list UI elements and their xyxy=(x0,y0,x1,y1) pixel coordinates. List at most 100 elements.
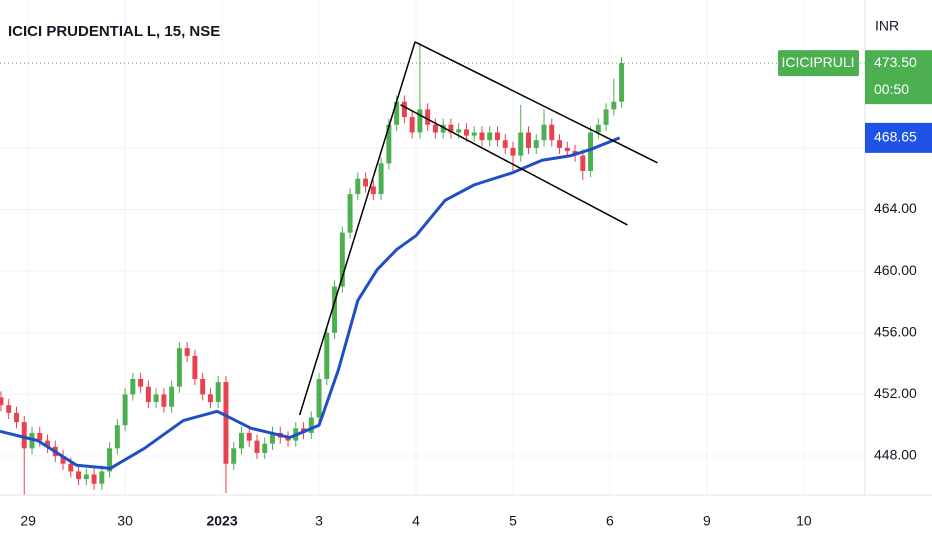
candle-body xyxy=(549,124,555,141)
candle-body xyxy=(386,124,392,164)
candle-body xyxy=(60,456,66,464)
candle-body xyxy=(541,124,547,141)
y-tick-label: 464.00 xyxy=(874,200,917,216)
candle-body xyxy=(107,448,113,472)
candle-body xyxy=(588,132,594,172)
candle-body xyxy=(463,129,469,136)
candle-body xyxy=(207,394,213,403)
candle-body xyxy=(215,382,221,403)
candle-body xyxy=(432,124,438,133)
candle-body xyxy=(91,474,97,484)
candle-body xyxy=(270,432,275,444)
labels: 448.00452.00456.00460.00464.00468.002930… xyxy=(20,50,932,529)
candle-body xyxy=(603,109,609,125)
candle-body xyxy=(192,355,198,379)
candle-body xyxy=(262,443,268,453)
candle-body xyxy=(200,378,206,395)
candle-body xyxy=(564,147,570,151)
ma-price-label: 468.65 xyxy=(874,129,917,145)
trend-line xyxy=(414,41,658,164)
x-tick-label: 2023 xyxy=(206,513,237,529)
candle-body xyxy=(0,397,4,406)
candle-body xyxy=(370,186,376,195)
candle-body xyxy=(526,132,531,148)
candle-body xyxy=(45,440,50,447)
candle-body xyxy=(184,348,190,356)
countdown-label: 00:50 xyxy=(874,81,909,97)
candle-body xyxy=(401,101,407,118)
candle-body xyxy=(425,109,431,125)
candle-body xyxy=(378,163,384,195)
candle-body xyxy=(122,394,128,426)
y-tick-label: 456.00 xyxy=(874,323,917,339)
x-tick-label: 9 xyxy=(703,513,711,529)
plot-area xyxy=(0,41,865,495)
symbol-label: ICICIPRULI xyxy=(781,54,854,70)
trend-line xyxy=(400,104,628,226)
x-tick-label: 6 xyxy=(606,513,614,529)
candle-body xyxy=(238,432,244,449)
candle-body xyxy=(580,155,586,172)
x-tick-label: 30 xyxy=(117,513,133,529)
moving-average xyxy=(0,136,621,470)
candle-body xyxy=(316,378,322,418)
symbol-box xyxy=(778,50,859,77)
candle-body xyxy=(494,132,500,141)
candle-body xyxy=(145,386,151,403)
candle-body xyxy=(246,432,252,441)
candle-body xyxy=(557,140,563,148)
ma-price-box xyxy=(865,122,932,153)
candle-body xyxy=(76,471,82,480)
candle-body xyxy=(99,471,105,484)
candle-body xyxy=(448,124,454,133)
candle-body xyxy=(324,332,330,379)
x-tick-label: 5 xyxy=(509,513,517,529)
y-tick-label: 460.00 xyxy=(874,262,917,278)
candle-body xyxy=(510,147,516,156)
candle-body xyxy=(254,440,260,453)
candle-body xyxy=(409,117,415,133)
candle-body xyxy=(595,124,601,133)
y-tick-label: 452.00 xyxy=(874,385,917,401)
candle-body xyxy=(417,109,423,133)
candle-body xyxy=(285,437,291,441)
x-tick-label: 4 xyxy=(412,513,420,529)
candle-body xyxy=(440,124,446,133)
candle-body xyxy=(611,101,617,110)
candle-body xyxy=(471,132,477,136)
candle-body xyxy=(169,386,175,407)
candle-body xyxy=(363,178,369,187)
candle-body xyxy=(231,448,237,464)
candle-body xyxy=(347,194,353,233)
candle-body xyxy=(355,178,361,195)
candle-body xyxy=(83,474,89,480)
candle-body xyxy=(6,405,12,413)
candle-body xyxy=(619,63,625,102)
x-tick-label: 10 xyxy=(796,513,812,529)
candle-body xyxy=(138,378,144,387)
candle-body xyxy=(161,394,167,407)
candle-body xyxy=(68,463,74,472)
candle-body xyxy=(37,432,43,441)
candle-body xyxy=(518,132,524,156)
candle-body xyxy=(487,132,493,141)
last-price-box xyxy=(865,50,932,105)
trend-line xyxy=(298,41,416,416)
grid xyxy=(0,0,865,495)
candle-body xyxy=(153,394,159,403)
candle-body xyxy=(21,422,27,449)
candle-body xyxy=(394,101,400,125)
candle-body xyxy=(130,378,136,395)
candle-body xyxy=(456,129,462,133)
currency: INR xyxy=(875,18,899,34)
y-tick-label: 448.00 xyxy=(874,447,917,463)
chart-title: ICICI PRUDENTIAL L, 15, NSE xyxy=(8,23,220,40)
candle-body xyxy=(114,425,120,449)
x-tick-label: 29 xyxy=(20,513,36,529)
candle-body xyxy=(223,382,229,464)
candle-body xyxy=(332,286,338,333)
candle-body xyxy=(176,348,182,387)
candle-body xyxy=(14,412,19,423)
